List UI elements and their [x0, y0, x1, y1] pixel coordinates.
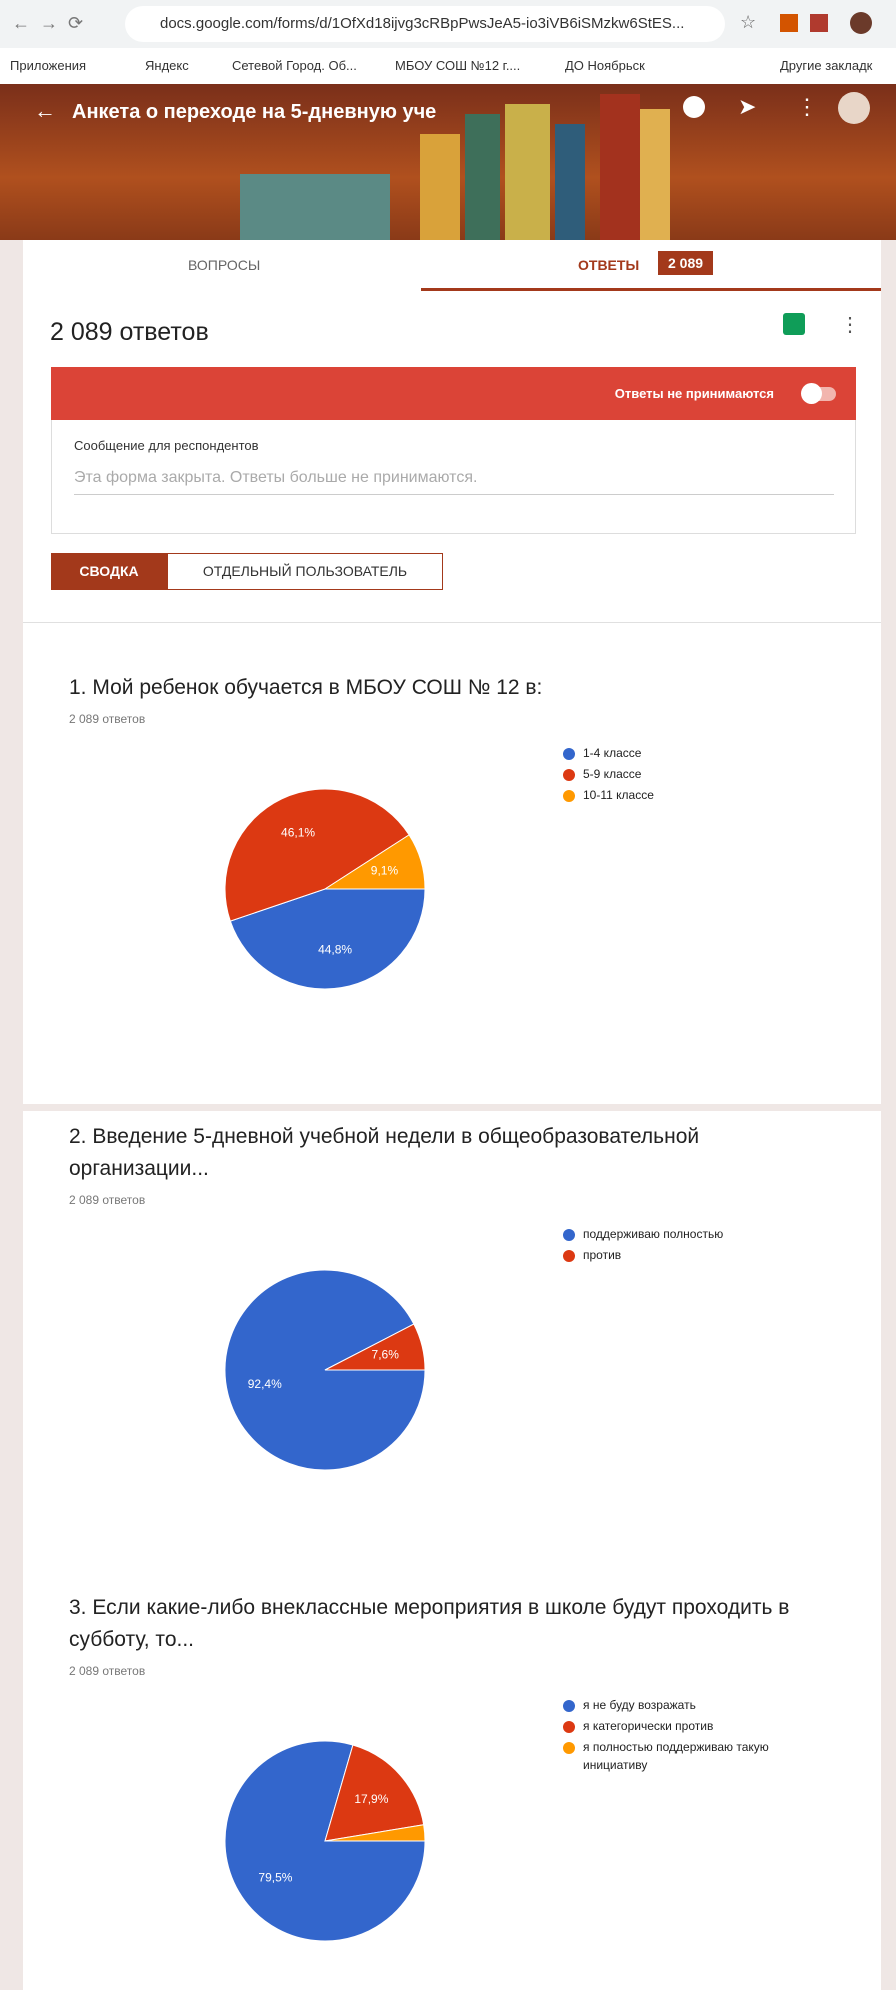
legend-swatch — [563, 769, 575, 781]
star[interactable]: ☆ — [740, 12, 756, 33]
value-label: 9,1% — [371, 864, 399, 878]
pie-chart: 44,8% 46,1% 9,1% 1-4 классе 5-9 классе 10-11 … — [23, 734, 881, 1034]
response-count: 2 089 ответов — [69, 1193, 145, 1207]
form-title: Анкета о переходе на 5-дневную уче — [72, 101, 436, 124]
legend-label: поддерживаю полностью — [583, 1227, 723, 1241]
legend-swatch — [563, 1721, 575, 1733]
decor — [600, 94, 640, 240]
value-label: 92,4% — [248, 1377, 282, 1391]
avatar[interactable] — [850, 12, 872, 34]
bookmark[interactable]: Другие закладк — [780, 58, 872, 73]
legend-swatch — [563, 1250, 575, 1262]
message-box: Сообщение для респондентов Эта форма зак… — [51, 420, 856, 534]
ext-icon[interactable] — [780, 14, 798, 32]
legend-swatch — [563, 1700, 575, 1712]
question-title: 3. Если какие-либо внеклассные мероприят… — [69, 1592, 799, 1656]
legend-label: 1-4 классе — [583, 746, 642, 760]
legend-label: против — [583, 1248, 621, 1262]
value-label: 46,1% — [281, 825, 315, 839]
decor — [420, 134, 460, 240]
question-title: 1. Мой ребенок обучается в МБОУ СОШ № 12… — [69, 672, 799, 704]
legend-swatch — [563, 1742, 575, 1754]
tabs: ВОПРОСЫ ОТВЕТЫ 2 089 — [23, 240, 881, 292]
address-bar: ← → ⟳ docs.google.com/forms/d/1OfXd18ijv… — [0, 0, 896, 48]
tab[interactable]: ВОПРОСЫ — [188, 257, 260, 273]
response-count: 2 089 ответов — [50, 318, 209, 347]
page: ← → ⟳ docs.google.com/forms/d/1OfXd18ijv… — [0, 0, 896, 1990]
bookmark[interactable]: Приложения — [10, 58, 86, 73]
more[interactable]: ⋮ — [840, 312, 860, 337]
decor — [555, 124, 585, 240]
header-banner: ← Анкета о переходе на 5-дневную уче ➤ ⋮ — [0, 84, 896, 240]
sheets[interactable] — [783, 313, 805, 335]
avatar[interactable] — [838, 92, 870, 124]
underline — [74, 494, 834, 495]
message-label: Сообщение для респондентов — [74, 438, 259, 453]
ext-icon[interactable] — [810, 14, 828, 32]
back[interactable]: ← — [34, 98, 56, 124]
decor — [640, 109, 670, 240]
value-label: 44,8% — [318, 942, 352, 956]
legend-label: 5-9 классе — [583, 767, 642, 781]
value-label: 79,5% — [258, 1870, 292, 1884]
legend-swatch — [563, 748, 575, 760]
palette[interactable] — [683, 96, 705, 118]
pie-chart: 79,5% 17,9% я не буду возражать я категорич… — [23, 1686, 881, 1986]
menu[interactable]: ⋮ — [796, 94, 818, 120]
divider — [23, 622, 881, 623]
toggle-knob[interactable] — [801, 383, 822, 404]
decor — [465, 114, 500, 240]
value-label: 17,9% — [354, 1792, 388, 1806]
pie-chart: 92,4% 7,6% поддерживаю полностью против — [23, 1215, 881, 1515]
banner: Ответы не принимаются — [51, 367, 856, 420]
bookmark[interactable]: Сетевой Город. Об... — [232, 58, 357, 73]
legend-swatch — [563, 1229, 575, 1241]
legend-swatch — [563, 790, 575, 802]
value-label: 7,6% — [372, 1348, 400, 1362]
decor — [505, 104, 550, 240]
banner-text: Ответы не принимаются — [615, 386, 774, 401]
bookmark[interactable]: Яндекс — [145, 58, 189, 73]
question-title: 2. Введение 5-дневной учебной недели в о… — [69, 1121, 799, 1185]
tab[interactable]: ОТВЕТЫ — [578, 257, 639, 273]
tab-button[interactable]: ОТДЕЛЬНЫЙ ПОЛЬЗОВАТЕЛЬ — [167, 553, 443, 590]
url: docs.google.com/forms/d/1OfXd18ijvg3cRBp… — [160, 15, 700, 32]
decor — [240, 174, 390, 240]
tab-button[interactable]: СВОДКА — [51, 553, 167, 590]
bookmarks-bar: Приложения Яндекс Сетевой Город. Об... МБОУ… — [0, 48, 896, 85]
nav-icons[interactable]: ← → ⟳ — [12, 13, 83, 34]
message[interactable]: Эта форма закрыта. Ответы больше не прин… — [74, 469, 477, 487]
legend-label: я категорически против — [583, 1719, 713, 1733]
legend-label: я не буду возражать — [583, 1698, 696, 1712]
legend-label: 10-11 классе — [583, 788, 654, 802]
response-count: 2 089 ответов — [69, 1664, 145, 1678]
bookmark[interactable]: МБОУ СОШ №12 г.... — [395, 58, 520, 73]
response-count: 2 089 ответов — [69, 712, 145, 726]
bookmark[interactable]: ДО Ноябрьск — [565, 58, 645, 73]
send[interactable]: ➤ — [738, 94, 756, 120]
badge: 2 089 — [658, 251, 713, 275]
